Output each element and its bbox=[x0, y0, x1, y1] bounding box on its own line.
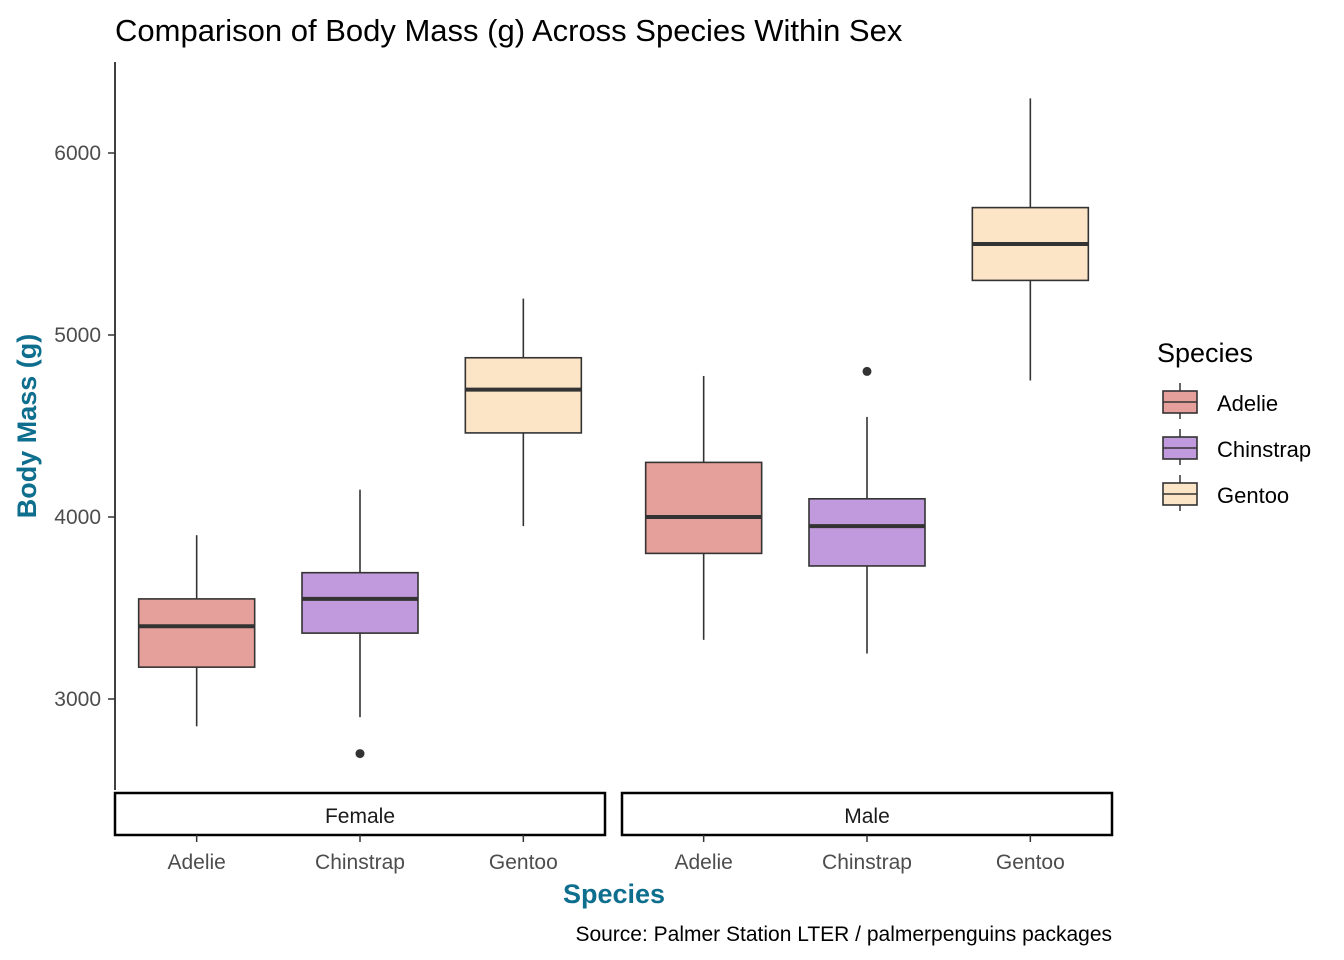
chart-caption: Source: Palmer Station LTER / palmerpeng… bbox=[575, 923, 1112, 946]
legend-title: Species bbox=[1157, 338, 1253, 368]
y-tick-label: 4000 bbox=[54, 506, 101, 529]
box-male-chinstrap bbox=[808, 366, 926, 654]
x-tick-label: Chinstrap bbox=[315, 851, 405, 874]
box-body bbox=[644, 461, 763, 555]
x-tick-label: Chinstrap bbox=[822, 851, 912, 874]
box-female-chinstrap bbox=[301, 489, 419, 759]
y-tick-label: 5000 bbox=[54, 324, 101, 347]
legend-label: Chinstrap bbox=[1217, 437, 1311, 462]
facet-strip-label: Female bbox=[325, 805, 395, 828]
box-outlier-point bbox=[355, 749, 365, 759]
y-axis: 3000 4000 5000 6000 bbox=[54, 62, 116, 790]
x-axis-title: Species bbox=[563, 879, 665, 909]
box-body bbox=[137, 598, 256, 668]
facet-strip-female bbox=[113, 791, 607, 837]
legend-label: Gentoo bbox=[1217, 483, 1289, 508]
x-tick-label: Adelie bbox=[674, 851, 732, 874]
x-tick-label: Gentoo bbox=[489, 851, 558, 874]
box-body bbox=[808, 497, 926, 567]
facet-panel-male: Male bbox=[620, 791, 1114, 837]
legend-item-chinstrap: Chinstrap bbox=[1162, 429, 1311, 465]
legend: Species Adelie Chinstrap Gentoo bbox=[1157, 338, 1311, 511]
box-male-gentoo bbox=[971, 98, 1090, 381]
x-axis: Adelie Chinstrap Gentoo Adelie Chinstrap Gent… bbox=[115, 834, 1112, 874]
legend-label: Adelie bbox=[1217, 391, 1278, 416]
box-outlier-point bbox=[862, 366, 872, 376]
x-tick-label: Adelie bbox=[167, 851, 225, 874]
y-axis-title: Body Mass (g) bbox=[12, 334, 42, 519]
y-tick-label: 6000 bbox=[54, 142, 101, 165]
legend-item-gentoo: Gentoo bbox=[1162, 475, 1289, 511]
box-male-adelie bbox=[644, 375, 763, 640]
legend-items: Adelie Chinstrap Gentoo bbox=[1162, 383, 1311, 511]
box-body bbox=[464, 356, 583, 434]
x-tick-label: Gentoo bbox=[996, 851, 1065, 874]
legend-item-adelie: Adelie bbox=[1162, 383, 1278, 419]
y-tick-label: 3000 bbox=[54, 688, 101, 711]
box-body bbox=[301, 571, 419, 634]
facet-panels: Female Male bbox=[113, 98, 1114, 837]
facet-strip-label: Male bbox=[844, 805, 890, 828]
box-female-gentoo bbox=[464, 298, 583, 527]
facet-panel-female: Female bbox=[113, 791, 607, 837]
box-female-adelie bbox=[137, 535, 256, 727]
chart-title: Comparison of Body Mass (g) Across Speci… bbox=[115, 13, 903, 48]
